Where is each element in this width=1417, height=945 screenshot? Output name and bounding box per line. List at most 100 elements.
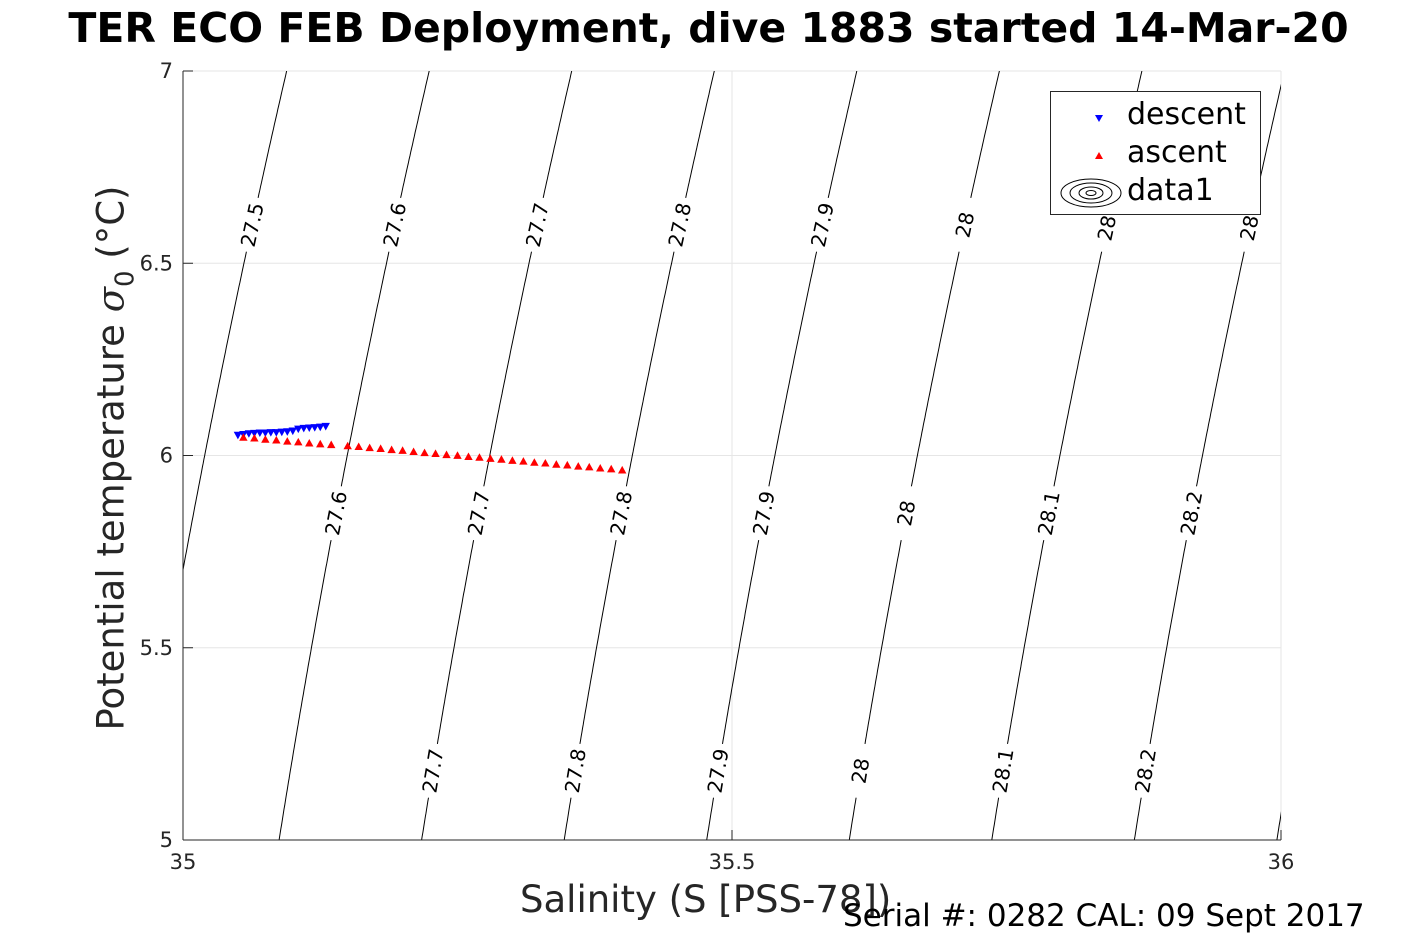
ascent-point (453, 451, 462, 459)
ascent-point (541, 458, 550, 467)
contour-label: 27.6 (320, 489, 352, 537)
ascent-point (486, 454, 495, 462)
contour-line (483, 251, 532, 487)
serial-cal-note: Serial #: 0282 CAL: 09 Sept 2017 (843, 898, 1365, 934)
ascent-point (519, 457, 528, 465)
ascent-point (376, 444, 385, 452)
ascent-point (283, 437, 292, 445)
ascent-point (563, 460, 572, 469)
ascent-point (327, 440, 336, 449)
ascent-point (316, 439, 325, 448)
ascent-point (250, 433, 259, 442)
y-tick-label: 6.5 (140, 251, 173, 275)
ascent-point (585, 462, 594, 471)
ascent-point (618, 465, 627, 474)
contour-label: 28 (847, 756, 875, 785)
chart-title: TER ECO FEB Deployment, dive 1883 starte… (68, 4, 1349, 52)
ascent-point (261, 435, 270, 443)
contour-label: 27.8 (560, 747, 591, 795)
contour-label: 27.8 (605, 489, 637, 537)
descent-point (277, 428, 287, 437)
ascent-point (387, 445, 396, 454)
y-tick-label: 7 (160, 59, 173, 83)
ascent-point (365, 443, 374, 452)
ascent-point (442, 450, 451, 459)
descent-point (261, 429, 270, 438)
contour-label: 28 (892, 498, 920, 527)
legend: descent ascent data1 (1050, 91, 1261, 215)
density-contours: 27.5 27.6 27.7 27.8 27.9 28 28. 28.27.6 27.7 27.8… (183, 71, 1417, 840)
descent-point (255, 429, 265, 438)
legend-label-ascent: ascent (1127, 135, 1227, 170)
ascent-point (607, 464, 616, 473)
contour-line (1007, 539, 1045, 744)
contour-rings-icon (1060, 178, 1122, 208)
ascent-point (530, 458, 539, 466)
contour-line (685, 71, 715, 199)
ascent-point (431, 449, 440, 457)
contour-label: 27.7 (417, 747, 448, 795)
y-tick-label: 5 (160, 828, 173, 852)
contour-line (722, 540, 760, 744)
ascent-point (574, 462, 583, 470)
ascent-point (305, 438, 314, 447)
ascent-point (596, 463, 605, 472)
contour-line (1133, 797, 1142, 840)
legend-item-ascent: ascent (1051, 133, 1260, 171)
ascent-point (343, 441, 352, 450)
y-tick-label: 6 (160, 444, 173, 468)
contour-label: 27.8 (663, 200, 696, 249)
contour-label: 27.7 (521, 201, 554, 250)
contour-line (579, 540, 617, 744)
contour-line (563, 797, 572, 840)
legend-item-descent: descent (1051, 95, 1260, 133)
contour-label: 28.2 (1130, 747, 1161, 795)
contour-line (1149, 540, 1187, 744)
contour-label: 27.7 (463, 489, 495, 537)
y-axis-label: Potential temperature σ0 (°C) (89, 185, 141, 731)
descent-point (250, 429, 259, 438)
contour-label: 28.1 (987, 747, 1018, 795)
x-axis-label: Salinity (S [PSS-78]) (520, 878, 892, 921)
descent-point (294, 425, 303, 434)
descent-point (283, 428, 292, 436)
contour-label: 27.6 (378, 200, 411, 249)
contour-line (768, 251, 818, 487)
contour-label: 28 (950, 210, 979, 240)
contour-label: 27.5 (236, 200, 269, 249)
x-tick-label: 35 (170, 850, 197, 874)
ascent-point (497, 455, 506, 463)
descent-point (305, 424, 314, 433)
contour-label: 28.2 (1175, 489, 1207, 537)
ascent-point (552, 460, 561, 468)
y-tick-label: 5.5 (140, 636, 173, 660)
contour-line (1339, 71, 1417, 486)
ascent-point (294, 437, 303, 446)
contour-label: 27.9 (702, 747, 733, 795)
ascent-point (420, 448, 429, 457)
contour-label: 28.1 (1033, 489, 1065, 537)
descent-point (233, 431, 243, 440)
contour-line (400, 71, 430, 199)
contour-line (1053, 251, 1103, 487)
axes: 35 35.5 36 5 5.5 6 6.5 7 (140, 59, 1295, 874)
descent-point (266, 429, 276, 437)
contour-line (542, 71, 573, 199)
ascent-point (475, 453, 484, 461)
legend-label-data1: data1 (1127, 173, 1214, 208)
descent-point (272, 429, 281, 437)
contour-label: 27.9 (748, 489, 780, 537)
x-tick-label: 35.5 (709, 850, 756, 874)
data-points (233, 422, 627, 474)
contour-line (421, 797, 429, 840)
ascent-point (508, 456, 517, 464)
contour-line (970, 71, 1000, 199)
ascent-point (354, 442, 363, 451)
contour-line (625, 251, 675, 487)
ascent-point (398, 446, 407, 454)
legend-label-descent: descent (1127, 97, 1246, 132)
triangle-down-marker-icon (1095, 115, 1103, 122)
descent-point (310, 424, 319, 432)
descent-point (316, 423, 325, 432)
contour-line (827, 71, 858, 199)
